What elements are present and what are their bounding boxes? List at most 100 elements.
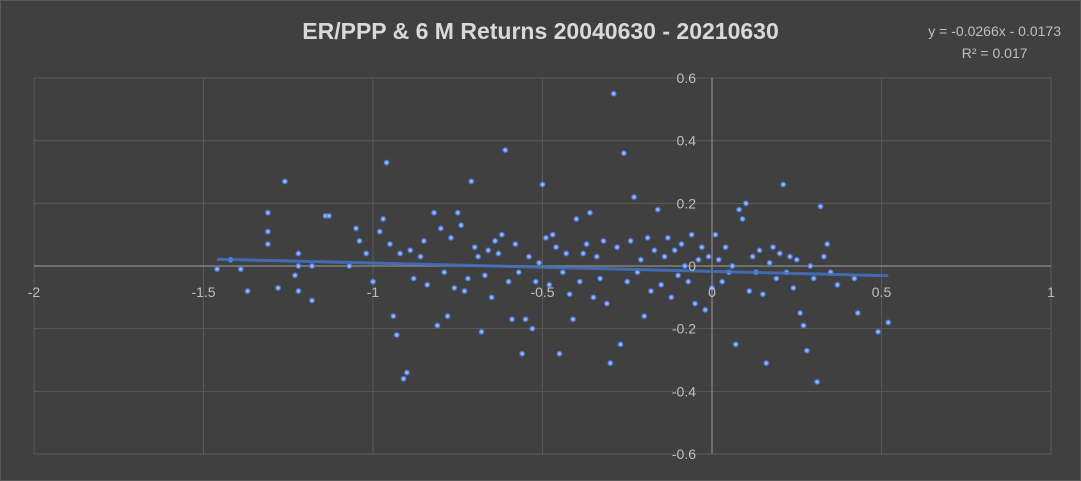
- grid-lines: [33, 77, 1052, 455]
- data-point: [498, 231, 506, 238]
- data-point: [532, 278, 539, 285]
- y-tick-label: -0.2: [672, 321, 696, 337]
- data-point: [512, 240, 519, 248]
- y-tick-label: 0: [688, 258, 696, 274]
- data-point: [566, 291, 573, 298]
- data-point: [264, 209, 272, 216]
- data-point: [447, 234, 455, 241]
- data-point: [529, 325, 536, 332]
- data-point: [722, 244, 729, 251]
- data-point: [681, 262, 689, 270]
- data-point: [244, 287, 251, 295]
- data-point: [485, 247, 492, 254]
- x-tick-label: 0.5: [872, 284, 892, 300]
- data-point: [390, 312, 397, 320]
- data-point: [664, 234, 672, 241]
- data-point: [620, 150, 628, 157]
- data-point: [508, 316, 516, 323]
- data-point: [885, 319, 892, 326]
- data-point: [607, 359, 614, 367]
- data-point: [539, 181, 546, 188]
- data-point: [549, 231, 556, 238]
- data-point: [739, 215, 746, 223]
- data-point: [834, 281, 841, 288]
- data-point: [579, 250, 587, 257]
- data-point: [407, 247, 414, 254]
- data-point: [674, 272, 682, 279]
- data-point: [698, 244, 706, 251]
- data-point: [630, 193, 638, 201]
- data-points: [213, 90, 892, 386]
- data-point: [678, 240, 685, 248]
- trendline-equation: y = -0.0266x - 0.0173: [928, 23, 1061, 39]
- data-point: [705, 253, 712, 260]
- data-point: [824, 240, 831, 248]
- data-point: [308, 297, 316, 304]
- data-point: [363, 250, 370, 257]
- data-point: [851, 275, 858, 282]
- data-point: [661, 253, 668, 260]
- data-point: [807, 262, 814, 270]
- data-point: [281, 178, 289, 185]
- data-point: [596, 275, 604, 282]
- x-axis-ticks: -2 -1.5 -1 -0.5 0 0.5 1: [28, 284, 1055, 300]
- y-tick-label: 0.6: [677, 70, 697, 86]
- data-point: [420, 237, 428, 245]
- data-point: [651, 247, 658, 254]
- data-point: [749, 253, 756, 260]
- data-point: [718, 278, 726, 285]
- data-point: [356, 237, 363, 245]
- chart-title: ER/PPP & 6 M Returns 20040630 - 20210630: [302, 18, 779, 44]
- data-point: [702, 306, 709, 314]
- trendline-label: y = -0.0266x - 0.0173 R² = 0.017: [928, 20, 1061, 64]
- data-point: [488, 294, 495, 301]
- data-point: [691, 300, 699, 307]
- data-point: [386, 240, 394, 248]
- data-point: [729, 262, 736, 270]
- data-point: [810, 275, 817, 282]
- data-point: [461, 287, 468, 295]
- data-point: [474, 253, 482, 260]
- data-point: [603, 300, 611, 307]
- data-point: [518, 350, 526, 357]
- data-point: [688, 231, 695, 238]
- data-point: [657, 281, 665, 288]
- trendline-line: [217, 257, 889, 278]
- data-point: [695, 256, 702, 263]
- data-point: [525, 253, 533, 260]
- data-point: [424, 281, 431, 288]
- data-point: [573, 215, 580, 223]
- x-tick-label: -1.5: [191, 284, 215, 300]
- data-point: [264, 240, 272, 248]
- data-point: [735, 206, 743, 213]
- data-point: [308, 262, 316, 270]
- data-point: [396, 250, 404, 257]
- data-point: [671, 247, 678, 254]
- data-point: [590, 294, 597, 301]
- data-point: [393, 331, 400, 339]
- trendline: [217, 257, 889, 278]
- data-point: [495, 250, 502, 257]
- data-point: [325, 212, 333, 220]
- data-point: [515, 269, 522, 276]
- data-point: [803, 347, 811, 354]
- data-point: [769, 244, 777, 251]
- data-point: [430, 209, 438, 216]
- data-point: [647, 287, 655, 295]
- data-point: [291, 272, 299, 279]
- data-point: [437, 225, 444, 232]
- data-point: [874, 328, 882, 335]
- data-point: [627, 237, 634, 245]
- data-point: [295, 250, 302, 257]
- data-point: [471, 244, 478, 251]
- data-point: [559, 269, 567, 276]
- data-point: [583, 240, 590, 248]
- data-point: [451, 284, 458, 292]
- data-point: [457, 222, 465, 229]
- data-point: [715, 256, 722, 263]
- data-point: [383, 159, 390, 166]
- data-point: [746, 287, 753, 295]
- data-point: [654, 206, 661, 213]
- x-tick-label: -1: [367, 284, 380, 300]
- data-point: [712, 231, 719, 238]
